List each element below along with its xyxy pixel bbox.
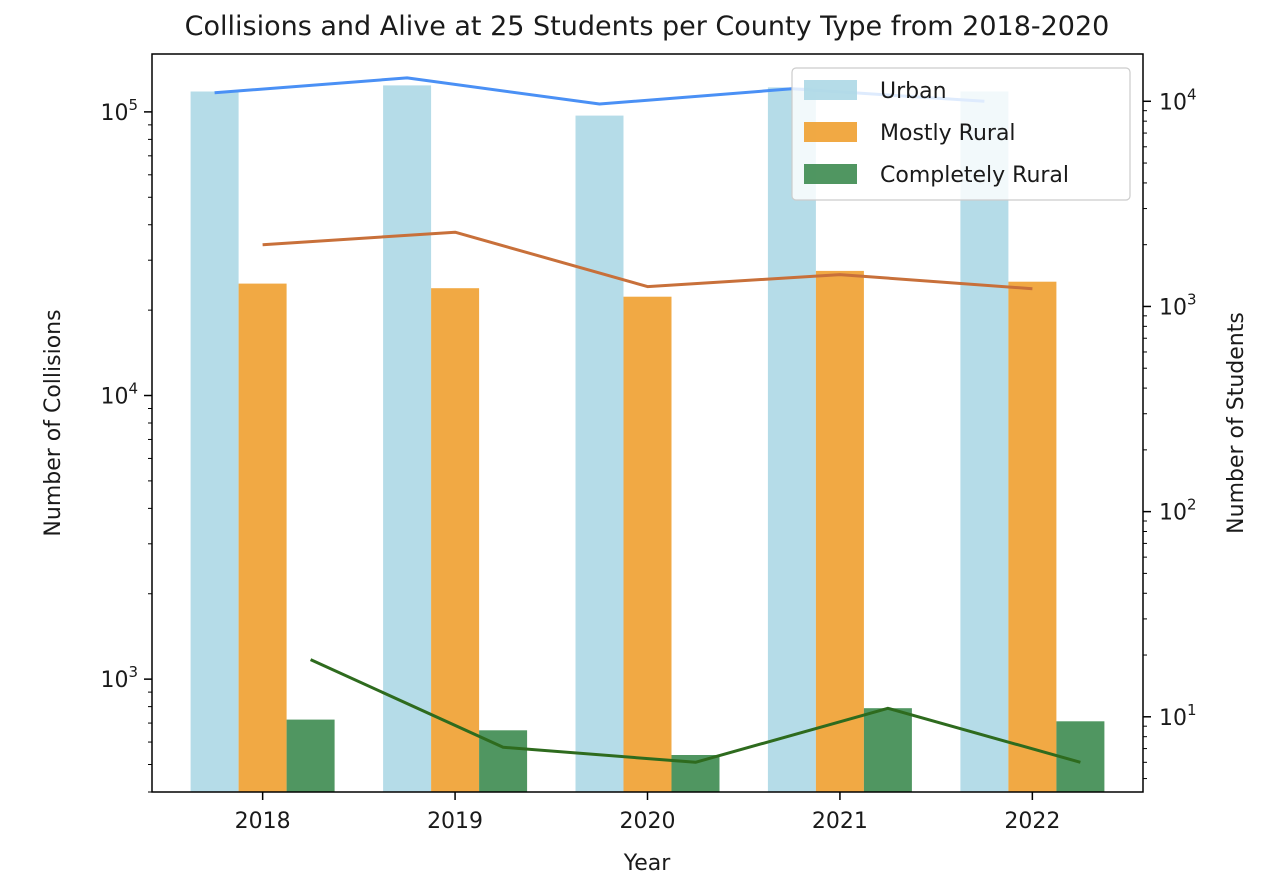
bar-mostly-rural-2019 [431,288,480,792]
legend: Urban Mostly Rural Completely Rural [791,67,1131,201]
axes-layer: 2018 2019 2020 2021 2022 103 104 105 101 102 103 10… [100,85,1196,834]
series-line-3 [309,658,1081,764]
series-line-2 [262,230,1033,291]
bar-urban-2018 [190,91,239,792]
legend-swatch-urban [804,80,857,100]
y-axis-label-left: Number of Collisions [41,309,66,536]
x-tick-label: 2018 [235,809,291,834]
y-right-tick-label: 103 [1159,290,1197,320]
legend-swatch-completely-rural [804,164,857,184]
y-left-tick-label: 105 [100,96,138,126]
legend-box [791,67,1131,201]
bar-completely-rural-2018 [286,719,335,792]
y-right-tick-label: 104 [1159,85,1197,115]
bar-mostly-rural-2021 [815,270,864,792]
bar-completely-rural-2021 [863,708,912,792]
y-right-tick-label: 101 [1159,701,1197,731]
legend-label-urban: Urban [880,79,947,104]
y-left-tick-label: 104 [100,380,138,410]
x-tick-label: 2021 [812,809,868,834]
legend-label-mostly-rural: Mostly Rural [880,121,1016,146]
bar-urban-2019 [383,85,432,792]
bar-urban-2022 [960,91,1009,792]
y-axis-label-right: Number of Students [1224,312,1249,534]
y-left-tick-label: 103 [100,663,138,693]
x-tick-label: 2020 [620,809,676,834]
bar-mostly-rural-2020 [623,296,672,792]
chart-title: Collisions and Alive at 25 Students per … [185,11,1110,42]
x-tick-label: 2022 [1004,809,1060,834]
x-tick-label: 2019 [427,809,483,834]
bars-layer [190,85,1105,793]
y-right-tick-label: 102 [1159,496,1197,526]
legend-label-completely-rural: Completely Rural [880,163,1069,188]
legend-swatch-mostly-rural [804,122,857,142]
x-axis-label: Year [623,851,672,876]
bar-mostly-rural-2022 [1008,281,1057,792]
bar-urban-2021 [767,87,816,792]
bar-urban-2020 [575,115,624,793]
bar-mostly-rural-2018 [238,283,287,792]
